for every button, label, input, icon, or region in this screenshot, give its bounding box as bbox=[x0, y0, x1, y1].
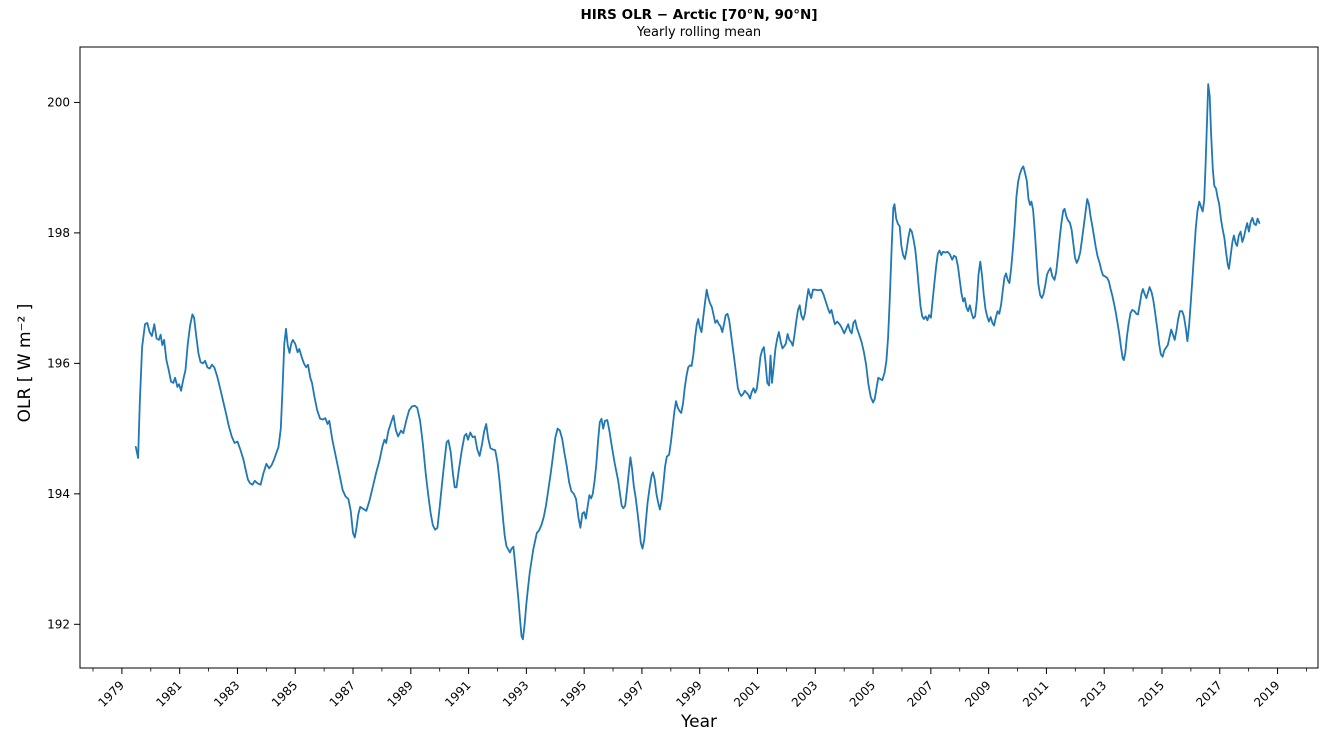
x-tick-label: 1991 bbox=[442, 678, 473, 709]
x-tick-label: 2013 bbox=[1078, 678, 1109, 709]
x-tick-label: 2001 bbox=[731, 678, 762, 709]
plot-border bbox=[79, 46, 1319, 669]
x-tick-label: 1999 bbox=[673, 678, 704, 709]
x-axis-label: Year bbox=[681, 712, 717, 732]
y-axis-label: OLR [ W m⁻² ] bbox=[15, 303, 35, 423]
x-tick-label: 2011 bbox=[1020, 678, 1051, 709]
y-tick-label: 192 bbox=[47, 617, 70, 631]
x-tick-label: 1985 bbox=[269, 678, 300, 709]
x-tick-label: 2017 bbox=[1193, 678, 1224, 709]
x-tick-label: 2019 bbox=[1251, 678, 1282, 709]
x-tick-label: 1989 bbox=[384, 678, 415, 709]
chart-subtitle: Yearly rolling mean bbox=[636, 25, 762, 40]
y-tick-label: 200 bbox=[47, 95, 70, 109]
y-tick-label: 198 bbox=[47, 226, 70, 240]
x-tick-label: 1987 bbox=[327, 678, 358, 709]
x-tick-label: 2015 bbox=[1136, 678, 1167, 709]
x-tick-label: 1979 bbox=[96, 678, 127, 709]
olr-line bbox=[134, 83, 1261, 641]
x-tick-label: 2009 bbox=[962, 678, 993, 709]
x-tick-label: 2007 bbox=[904, 678, 935, 709]
y-tick-label: 196 bbox=[47, 356, 70, 370]
x-tick-label: 1983 bbox=[211, 678, 242, 709]
x-tick-label: 1993 bbox=[500, 678, 531, 709]
x-tick-label: 2003 bbox=[789, 678, 820, 709]
x-tick-label: 1981 bbox=[153, 678, 184, 709]
x-tick-label: 1997 bbox=[616, 678, 647, 709]
y-tick-label: 194 bbox=[47, 487, 70, 501]
x-tick-label: 2005 bbox=[847, 678, 878, 709]
chart-title: HIRS OLR − Arctic [70°N, 90°N] bbox=[580, 7, 818, 23]
x-tick-label: 1995 bbox=[558, 678, 589, 709]
